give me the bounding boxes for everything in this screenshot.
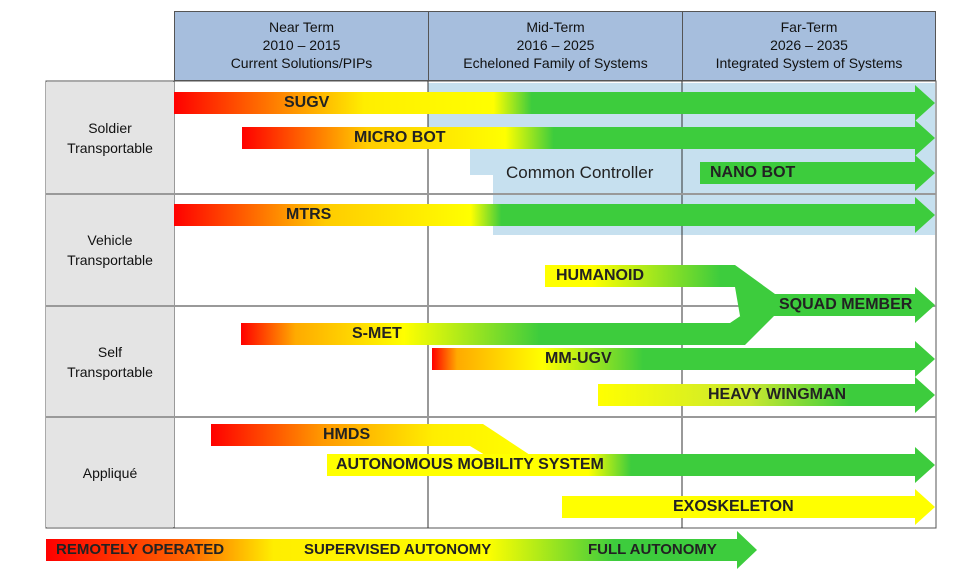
- row-label-self-transportable: Self Transportable: [46, 307, 174, 416]
- legend-supervised-autonomy: SUPERVISED AUTONOMY: [304, 541, 492, 558]
- column-subtitle: Integrated System of Systems: [715, 55, 903, 71]
- micro-bot-label: MICRO BOT: [354, 129, 446, 146]
- heavy-wingman-arrow: [598, 377, 935, 413]
- row-label-line: Self: [97, 343, 123, 360]
- row-label-line: Transportable: [67, 363, 153, 380]
- row-label-line: Transportable: [67, 252, 153, 268]
- column-period: Near Term: [268, 19, 335, 35]
- row-label-line: Vehicle: [87, 232, 133, 248]
- s-met-label: S-MET: [352, 325, 402, 342]
- row-label-applique: Appliqué: [46, 418, 174, 527]
- exoskeleton-arrow: [562, 489, 935, 525]
- mm-ugv-arrow: [432, 341, 935, 377]
- mm-ugv-label: MM-UGV: [545, 350, 612, 367]
- column-years: 2010 – 2015: [262, 37, 341, 53]
- heavy-wingman-label: HEAVY WINGMAN: [708, 386, 847, 403]
- column-years: 2016 – 2025: [516, 37, 595, 53]
- s-met-arrow: [241, 296, 785, 345]
- column-header-far-term: Far-Term 2026 – 2035 Integrated System o…: [682, 11, 936, 81]
- mtrs-arrow: [174, 197, 935, 233]
- ams-label: AUTONOMOUS MOBILITY SYSTEM: [336, 456, 604, 473]
- column-period: Mid-Term: [526, 19, 585, 35]
- humanoid-arrow: [545, 265, 935, 323]
- column-years: 2026 – 2035: [770, 37, 848, 53]
- column-subtitle: Echeloned Family of Systems: [463, 55, 648, 71]
- autonomy-legend-arrow: [46, 531, 757, 569]
- row-label-line: Transportable: [67, 139, 153, 156]
- exoskeleton-label: EXOSKELETON: [673, 498, 794, 515]
- legend-full-autonomy: FULL AUTONOMY: [588, 541, 717, 558]
- column-period: Far-Term: [780, 19, 838, 35]
- hmds-arrow: [211, 424, 530, 455]
- sugv-arrow: [174, 85, 935, 121]
- ams-arrow: [327, 447, 935, 483]
- hmds-label: HMDS: [323, 426, 371, 443]
- column-header-mid-term: Mid-Term 2016 – 2025 Echeloned Family of…: [428, 11, 683, 81]
- nano-bot-label: NANO BOT: [710, 164, 796, 181]
- nano-bot-arrow: [700, 155, 935, 191]
- micro-bot-arrow: [242, 120, 935, 156]
- column-subtitle: Current Solutions/PIPs: [230, 55, 373, 71]
- sugv-label: SUGV: [284, 94, 330, 111]
- row-label-line: Soldier: [88, 119, 132, 136]
- common-controller-label: Common Controller: [506, 163, 654, 182]
- row-label-vehicle-transportable: Vehicle Transportable: [46, 195, 174, 305]
- squad-member-label: SQUAD MEMBER: [779, 296, 913, 313]
- legend-remotely-operated: REMOTELY OPERATED: [56, 541, 225, 558]
- humanoid-label: HUMANOID: [556, 267, 644, 284]
- column-header-near-term: Near Term 2010 – 2015 Current Solutions/…: [174, 11, 429, 81]
- row-label-line: Appliqué: [82, 464, 138, 481]
- row-label-soldier-transportable: Soldier Transportable: [46, 82, 174, 193]
- mtrs-label: MTRS: [286, 206, 332, 223]
